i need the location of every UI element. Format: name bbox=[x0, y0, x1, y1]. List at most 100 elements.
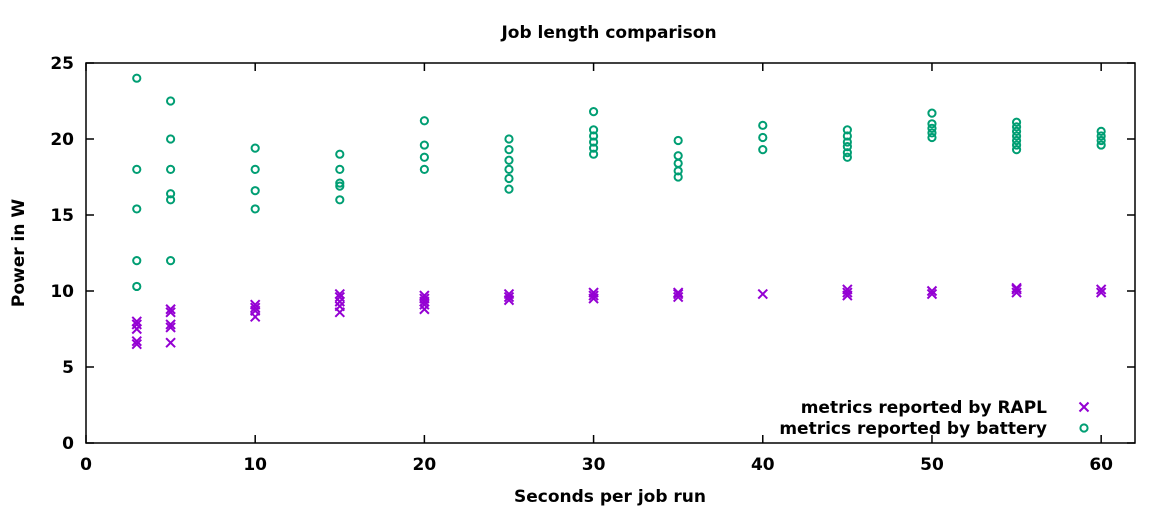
battery-point bbox=[504, 134, 514, 144]
battery-point bbox=[1096, 131, 1106, 141]
rapl-point bbox=[131, 323, 142, 335]
x-axis-ticks: 0 10 20 30 40 50 60 bbox=[80, 63, 1113, 475]
rapl-point bbox=[131, 319, 142, 330]
battery-point bbox=[165, 134, 176, 144]
battery-point bbox=[927, 119, 937, 129]
battery-point bbox=[927, 108, 937, 118]
battery-point bbox=[758, 145, 768, 155]
y-tick-label: 10 bbox=[50, 282, 74, 302]
rapl-point bbox=[1011, 287, 1022, 298]
x-axis-label: Seconds per job run bbox=[514, 487, 706, 507]
battery-point bbox=[335, 195, 345, 205]
rapl-point bbox=[165, 307, 176, 318]
x-tick-label: 60 bbox=[1089, 455, 1113, 475]
battery-point bbox=[132, 73, 142, 83]
battery-point bbox=[842, 125, 852, 135]
legend-marker-o bbox=[1079, 423, 1089, 433]
battery-point bbox=[132, 256, 142, 266]
legend-marker-battery bbox=[1079, 423, 1089, 433]
x-tick-label: 10 bbox=[243, 455, 267, 475]
rapl-point bbox=[419, 293, 430, 304]
legend-label-battery: metrics reported by battery bbox=[779, 419, 1047, 439]
battery-point bbox=[250, 204, 260, 214]
rapl-point bbox=[1095, 284, 1107, 295]
rapl-point bbox=[672, 288, 684, 300]
rapl-point bbox=[334, 300, 345, 312]
rapl-point bbox=[503, 288, 515, 300]
y-axis-label: Power in W bbox=[9, 199, 29, 308]
rapl-point bbox=[334, 296, 345, 307]
battery-point bbox=[1011, 135, 1022, 146]
battery-point bbox=[1011, 122, 1022, 132]
x-tick-label: 30 bbox=[582, 455, 606, 475]
y-tick-label: 25 bbox=[50, 54, 74, 74]
rapl-point bbox=[249, 299, 261, 310]
battery-point bbox=[927, 128, 937, 138]
battery-point bbox=[842, 137, 852, 147]
battery-point bbox=[165, 195, 176, 205]
y-tick-label: 0 bbox=[62, 434, 74, 454]
battery-point bbox=[504, 184, 514, 194]
battery-point bbox=[419, 164, 429, 174]
legend-marker-x bbox=[1078, 401, 1090, 413]
battery-point bbox=[250, 143, 260, 153]
x-tick-label: 0 bbox=[80, 455, 92, 475]
rapl-point bbox=[165, 322, 176, 333]
battery-point bbox=[842, 152, 852, 162]
battery-point bbox=[132, 204, 142, 214]
legend: metrics reported by RAPL metrics reporte… bbox=[779, 398, 1090, 439]
rapl-point bbox=[503, 291, 515, 303]
battery-point bbox=[1011, 140, 1022, 150]
battery-point bbox=[842, 148, 852, 158]
battery-point bbox=[1096, 126, 1106, 136]
rapl-point bbox=[334, 291, 345, 303]
plot-frame bbox=[85, 62, 1136, 444]
battery-point bbox=[758, 132, 768, 143]
legend-marker-rapl bbox=[1078, 401, 1090, 413]
battery-point bbox=[588, 137, 599, 147]
battery-point bbox=[335, 164, 345, 174]
rapl-point bbox=[334, 288, 345, 300]
battery-point bbox=[165, 256, 176, 266]
rapl-point bbox=[165, 304, 176, 315]
battery-point bbox=[165, 96, 176, 106]
rapl-point bbox=[588, 287, 599, 298]
battery-point bbox=[335, 149, 345, 159]
y-tick-label: 20 bbox=[50, 130, 74, 150]
battery-point bbox=[842, 131, 852, 141]
x-tick-label: 50 bbox=[920, 455, 944, 475]
battery-point bbox=[588, 149, 599, 159]
battery-point bbox=[419, 116, 429, 126]
battery-point bbox=[504, 145, 514, 155]
rapl-point bbox=[165, 319, 176, 330]
rapl-point bbox=[842, 287, 853, 298]
battery-point bbox=[758, 120, 768, 130]
rapl-point bbox=[757, 288, 768, 300]
rapl-point bbox=[131, 338, 142, 350]
rapl-point bbox=[419, 290, 430, 301]
battery-point bbox=[1011, 145, 1022, 155]
y-tick-label: 15 bbox=[50, 206, 74, 226]
battery-point bbox=[673, 172, 683, 182]
battery-point bbox=[504, 164, 514, 174]
y-axis-ticks: 0 5 10 15 20 25 bbox=[50, 54, 1135, 454]
battery-point bbox=[927, 123, 937, 133]
battery-point bbox=[132, 281, 142, 292]
rapl-point bbox=[926, 285, 938, 297]
rapl-point bbox=[165, 337, 176, 348]
battery-point bbox=[1011, 131, 1022, 141]
battery-point bbox=[132, 164, 142, 174]
battery-point bbox=[588, 131, 599, 141]
rapl-point bbox=[1011, 282, 1022, 294]
rapl-point bbox=[588, 290, 599, 301]
battery-point bbox=[335, 181, 345, 191]
battery-point bbox=[419, 152, 429, 162]
y-tick-label: 5 bbox=[62, 358, 74, 378]
battery-point bbox=[250, 186, 260, 196]
rapl-point bbox=[131, 335, 142, 347]
battery-point bbox=[1096, 135, 1106, 146]
battery-point bbox=[335, 178, 345, 188]
